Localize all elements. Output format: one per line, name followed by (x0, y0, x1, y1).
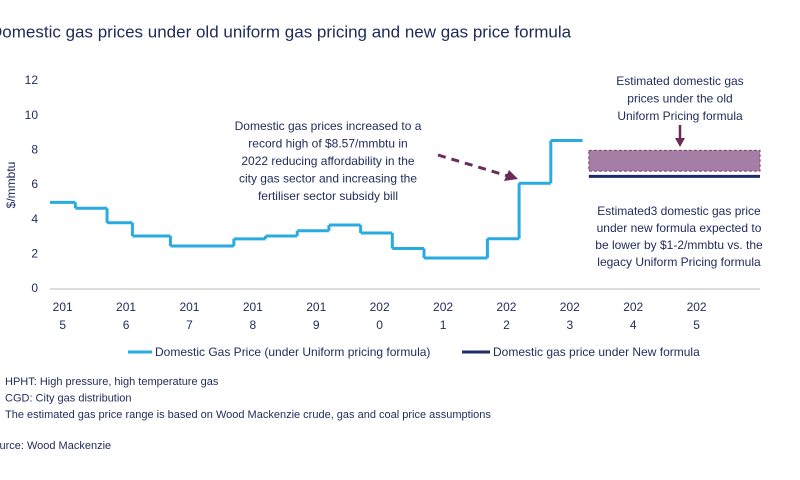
y-tick-label: 12 (25, 73, 39, 87)
x-tick-label: 2018 (242, 300, 263, 332)
source: Source: Wood Mackenzie (0, 440, 111, 452)
annotation: city gas sector and increasing the (239, 172, 417, 186)
y-axis-label: $/mmbtu (4, 162, 18, 209)
y-tick-label: 0 (31, 281, 38, 295)
note: The estimated gas price range is based o… (5, 409, 491, 421)
annotation: Estimated3 domestic gas price (597, 204, 761, 218)
chart-title: Domestic gas prices under old uniform ga… (0, 22, 572, 41)
y-tick-label: 6 (31, 177, 38, 191)
annotation: prices under the old (627, 92, 732, 106)
arrow-head (675, 138, 685, 147)
x-tick-label: 2019 (306, 300, 327, 332)
estimated-range (588, 149, 761, 172)
annotation: Domestic gas prices increased to a (235, 119, 422, 133)
annotation: Uniform Pricing formula (617, 109, 743, 123)
y-tick-label: 8 (31, 143, 38, 157)
x-tick-label: 2016 (116, 300, 137, 332)
y-tick-label: 4 (31, 212, 38, 226)
annotation: legacy Uniform Pricing formula (597, 255, 761, 269)
annotation: record high of $8.57/mmbtu in (248, 137, 407, 151)
y-tick-label: 2 (31, 247, 38, 261)
x-tick-label: 2022 (496, 300, 517, 332)
annotation: be lower by $1-2/mmbtu vs. the (595, 238, 763, 252)
arrow-head (504, 170, 518, 181)
x-tick-label: 2023 (559, 300, 580, 332)
x-tick-label: 2025 (686, 300, 707, 332)
annotation: under new formula expected to (597, 221, 762, 235)
x-tick-label: 2017 (179, 300, 200, 332)
annotation: Estimated domestic gas (616, 74, 743, 88)
y-tick-label: 10 (25, 108, 39, 122)
x-tick-label: 2020 (369, 300, 390, 332)
note: CGD: City gas distribution (5, 392, 132, 404)
annotation: 2022 reducing affordability in the (241, 154, 415, 168)
x-tick-label: 2021 (433, 300, 454, 332)
annotation-arrow (437, 153, 509, 178)
note: HPHT: High pressure, high temperature ga… (5, 376, 219, 388)
x-tick-label: 2024 (623, 300, 644, 332)
legend-label: Domestic Gas Price (under Uniform pricin… (155, 345, 430, 359)
x-tick-label: 2015 (52, 300, 73, 332)
legend-label: Domestic gas price under New formula (493, 345, 700, 359)
annotation: fertiliser sector subsidy bill (258, 189, 398, 203)
